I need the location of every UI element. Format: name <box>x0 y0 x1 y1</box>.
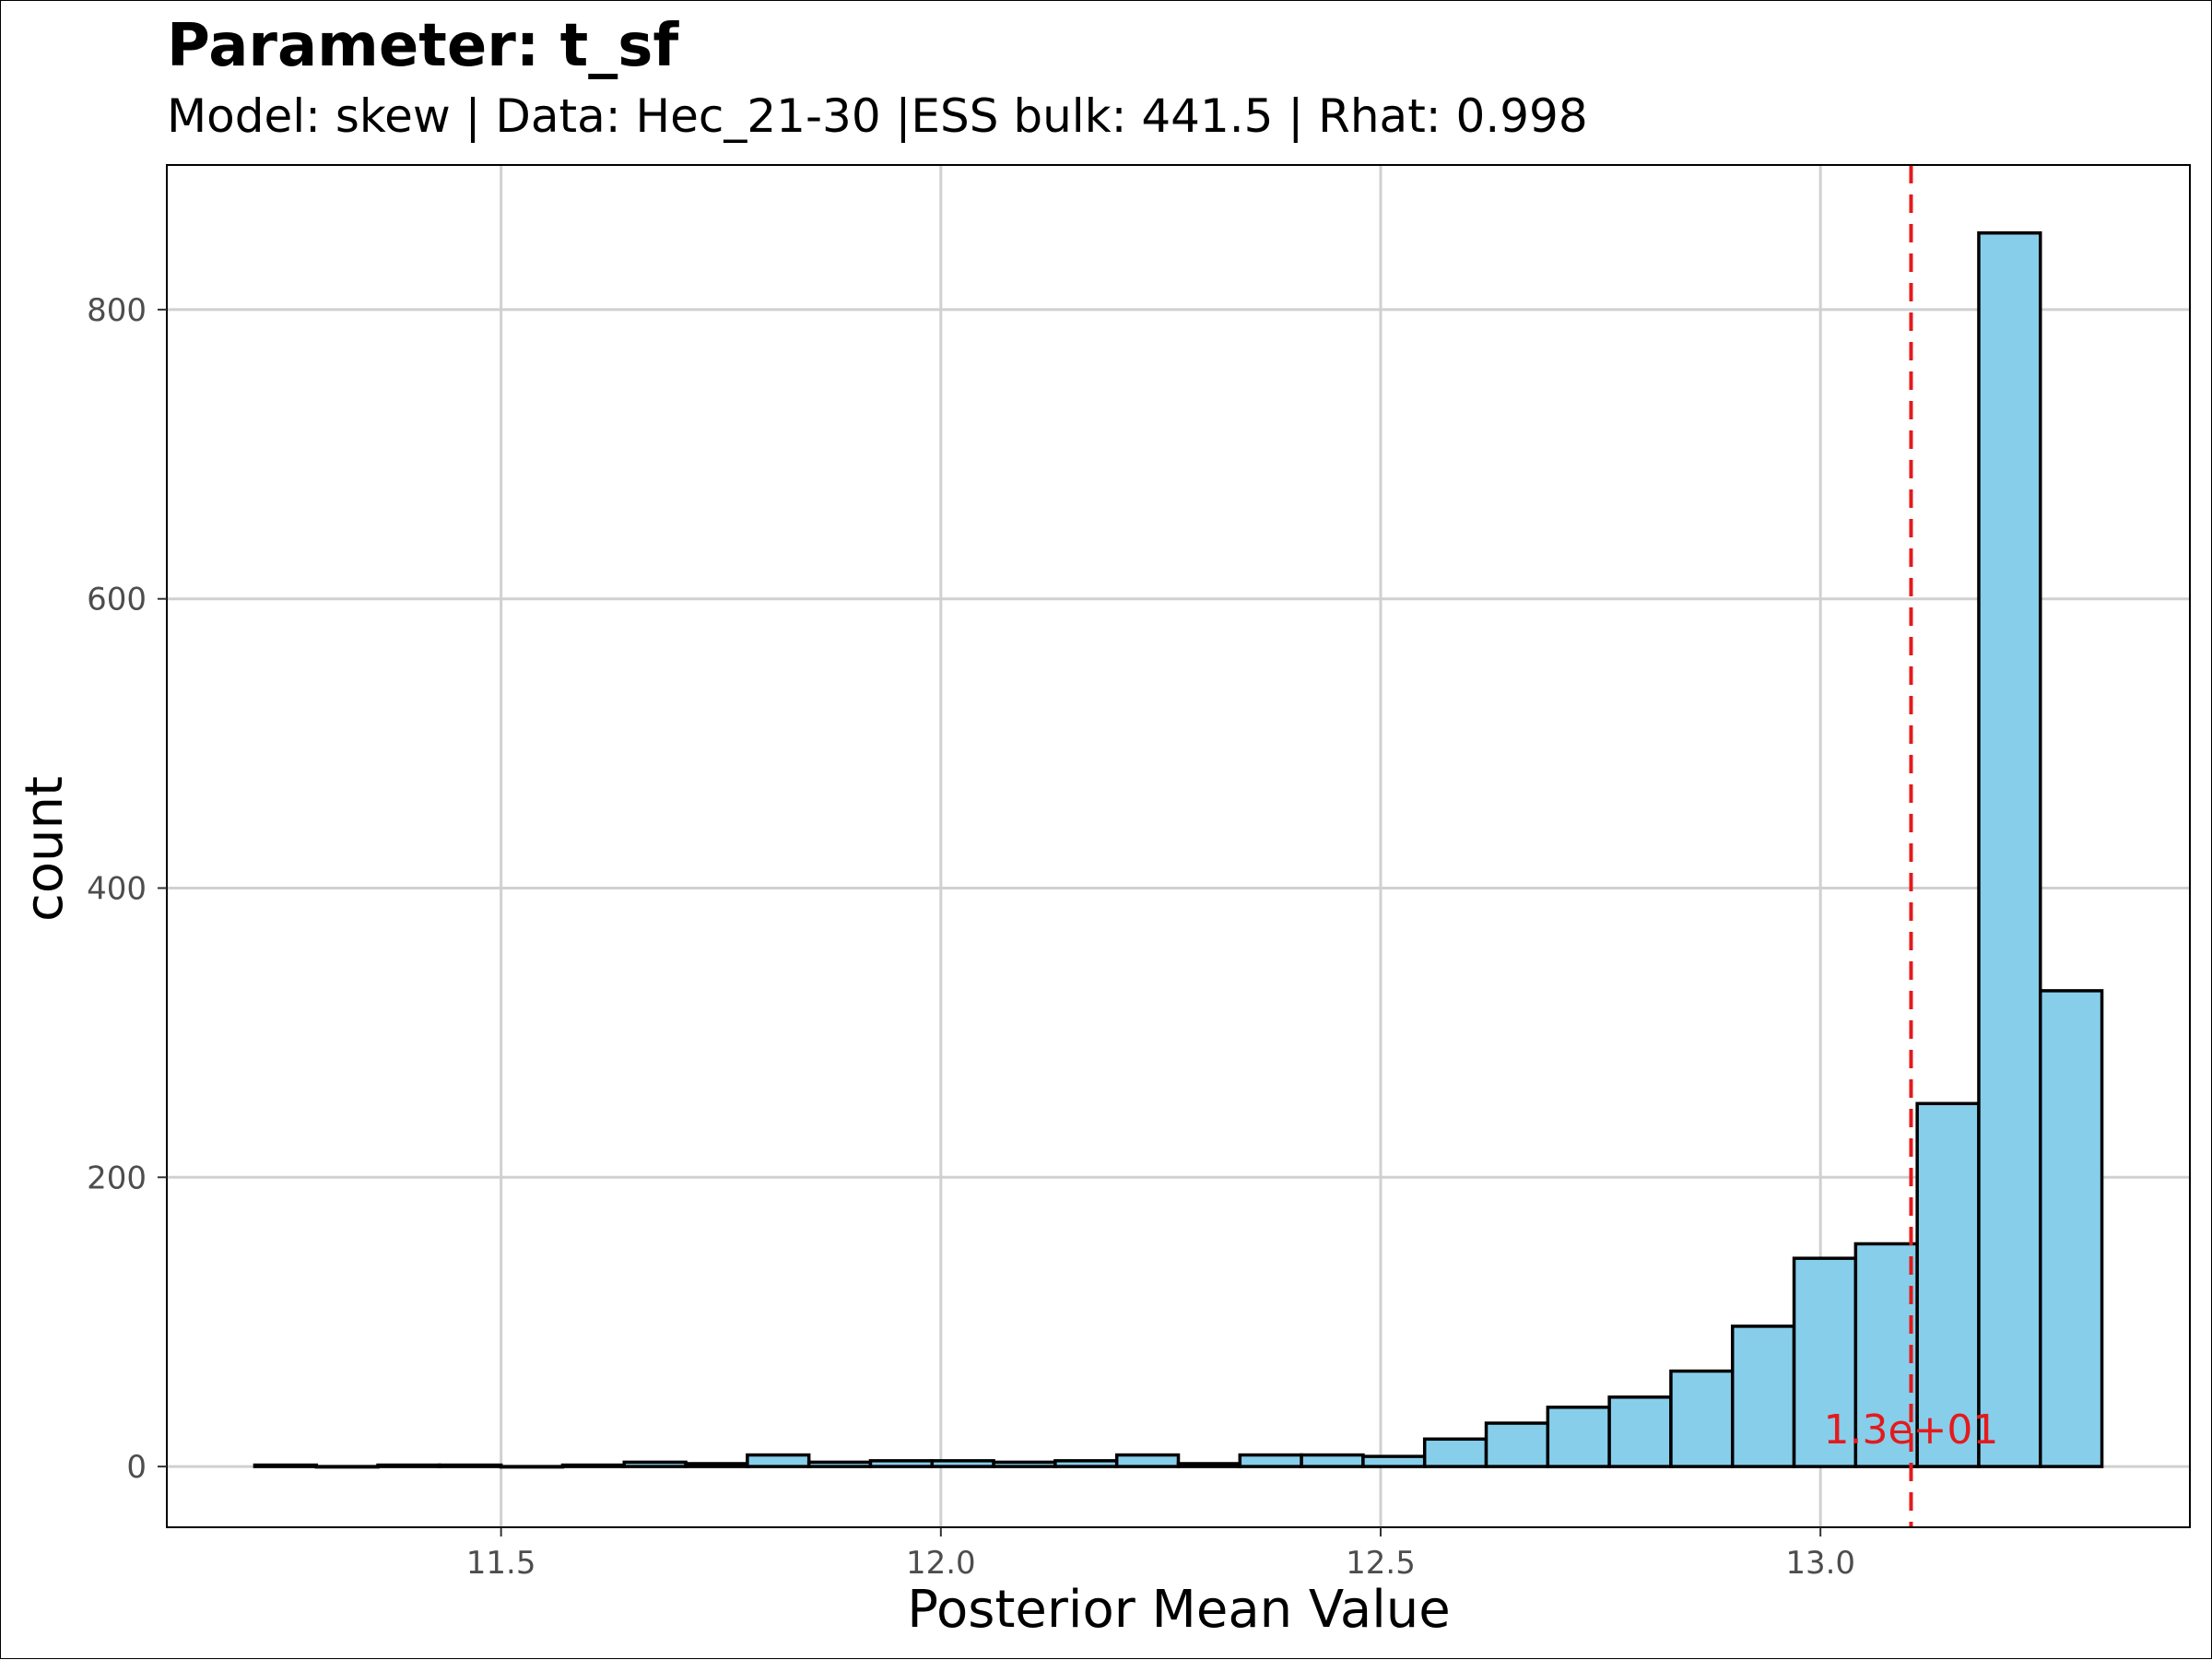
histogram-bar <box>868 1459 935 1468</box>
y-tick-label: 600 <box>87 582 147 618</box>
histogram-bar <box>1546 1406 1611 1468</box>
histogram-bar <box>1669 1369 1735 1468</box>
chart-title: Parameter: t_sf <box>167 12 679 80</box>
y-axis-ticks: 0 200 400 600 800 <box>87 292 167 1486</box>
histogram-bar <box>1053 1459 1119 1468</box>
histogram-bar <box>684 1462 749 1468</box>
y-axis-title: count <box>15 776 75 922</box>
histogram-bar <box>438 1463 503 1468</box>
histogram-bar <box>2039 989 2104 1468</box>
histogram-bar <box>1607 1395 1673 1468</box>
x-tick-label: 11.5 <box>466 1545 536 1582</box>
histogram-bar <box>560 1463 627 1468</box>
histogram-bar <box>930 1459 995 1468</box>
reference-line-group: 1.3e+01 <box>1824 165 1999 1527</box>
x-axis-title: Posterior Mean Value <box>907 1580 1450 1640</box>
histogram-bar <box>253 1463 318 1468</box>
histogram-bar <box>1730 1324 1796 1468</box>
histogram-bar <box>622 1460 688 1468</box>
histogram-bar <box>1114 1453 1181 1468</box>
histogram-bar <box>806 1460 873 1468</box>
y-tick-label: 400 <box>87 871 147 908</box>
y-tick-label: 800 <box>87 292 147 329</box>
x-axis-ticks: 11.5 12.0 12.5 13.0 <box>466 1527 1855 1582</box>
histogram-bar <box>314 1465 380 1469</box>
histogram-bar <box>1422 1437 1488 1468</box>
histogram-bar <box>1238 1453 1303 1468</box>
histogram-bar <box>1300 1453 1365 1468</box>
histogram-bar <box>499 1465 565 1469</box>
histogram-bar <box>746 1453 811 1468</box>
x-tick-label: 13.0 <box>1785 1545 1855 1582</box>
histogram-bar <box>992 1460 1057 1468</box>
histogram-bar <box>1484 1421 1550 1468</box>
y-tick-label: 200 <box>87 1160 147 1196</box>
histogram-bars <box>253 230 2104 1469</box>
histogram-bar <box>1853 1242 1919 1468</box>
chart-subtitle: Model: skew | Data: Hec_21-30 |ESS bulk:… <box>167 89 1588 143</box>
x-tick-label: 12.5 <box>1346 1545 1416 1582</box>
x-tick-label: 12.0 <box>906 1545 976 1582</box>
y-tick-label: 0 <box>126 1449 147 1486</box>
reference-line-label: 1.3e+01 <box>1824 1407 1999 1454</box>
histogram-bar <box>1915 1101 1981 1468</box>
plot-panel-border <box>166 164 2191 1528</box>
histogram-bar <box>1977 230 2042 1468</box>
histogram-bar <box>1176 1462 1242 1468</box>
histogram-bar <box>1361 1454 1427 1468</box>
histogram-bar <box>376 1463 441 1468</box>
